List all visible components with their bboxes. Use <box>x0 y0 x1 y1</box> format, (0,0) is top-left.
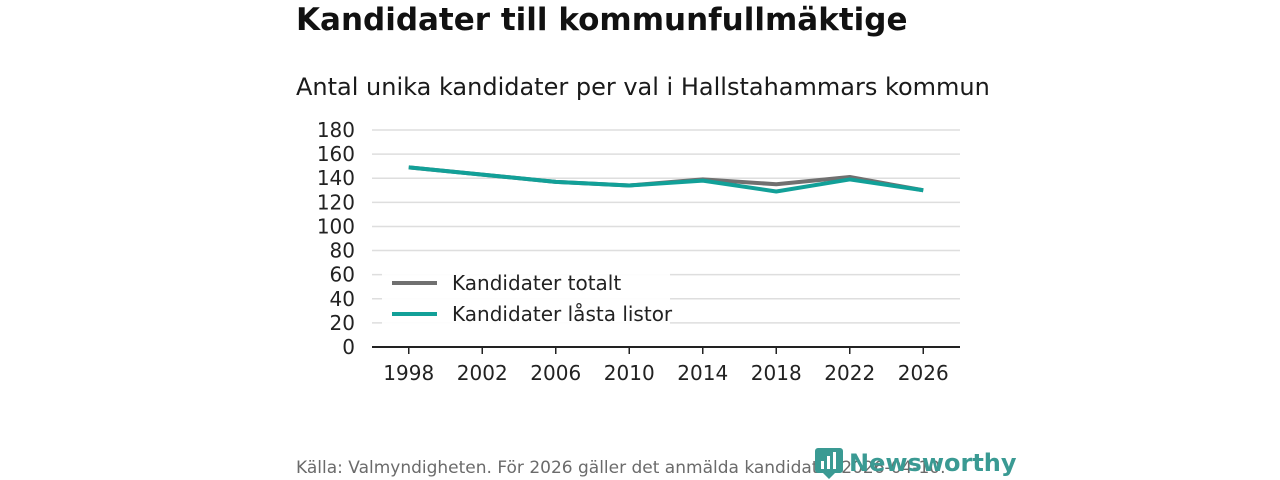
legend-background <box>382 266 670 328</box>
chart-legend: Kandidater totalt Kandidater låsta listor <box>382 266 673 328</box>
y-tick-label-180: 180 <box>317 118 355 142</box>
newsworthy-chart-icon <box>815 448 843 479</box>
chart-title: Kandidater till kommunfullmäktige <box>296 2 908 38</box>
brand-name: Newsworthy <box>849 449 1017 477</box>
y-tick-label-100: 100 <box>317 214 355 238</box>
x-tick-label-2014: 2014 <box>677 361 728 385</box>
y-tick-label-160: 160 <box>317 142 355 166</box>
source-note: Källa: Valmyndigheten. För 2026 gäller d… <box>296 458 946 478</box>
y-tick-label-0: 0 <box>342 335 355 359</box>
y-tick-label-120: 120 <box>317 190 355 214</box>
legend-label-0: Kandidater totalt <box>452 271 621 295</box>
chart-subtitle: Antal unika kandidater per val i Hallsta… <box>296 73 990 101</box>
y-tick-label-20: 20 <box>330 311 355 335</box>
y-tick-label-60: 60 <box>330 263 355 287</box>
series-lines <box>408 165 924 194</box>
y-tick-label-140: 140 <box>317 166 355 190</box>
x-tick-label-2002: 2002 <box>457 361 508 385</box>
x-tick-label-2006: 2006 <box>530 361 581 385</box>
x-axis-tick-labels: 1998 2002 2006 2010 2014 2018 2022 2026 <box>383 347 949 385</box>
x-tick-label-2018: 2018 <box>751 361 802 385</box>
y-tick-label-40: 40 <box>330 287 355 311</box>
series-line-kandidater-lasta-listor <box>408 165 924 194</box>
x-tick-label-2010: 2010 <box>604 361 655 385</box>
legend-label-1: Kandidater låsta listor <box>452 302 673 326</box>
x-tick-label-2026: 2026 <box>898 361 949 385</box>
newsworthy-logo[interactable]: Newsworthy <box>815 446 1017 480</box>
x-tick-label-1998: 1998 <box>383 361 434 385</box>
x-tick-label-2022: 2022 <box>824 361 875 385</box>
y-tick-label-80: 80 <box>330 239 355 263</box>
